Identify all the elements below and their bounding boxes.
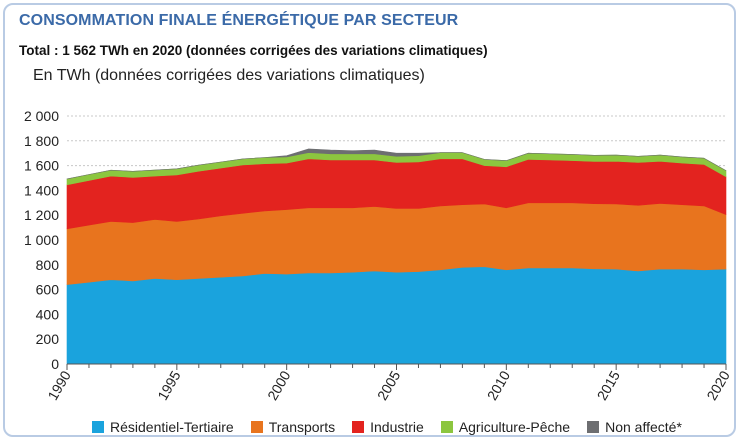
y-tick-label: 400: [36, 306, 60, 322]
y-tick-label: 1 800: [24, 133, 59, 149]
legend-item: Industrie: [352, 419, 424, 435]
y-tick-label: 2 000: [24, 108, 59, 124]
x-tick-label: 2010: [484, 368, 514, 403]
y-tick-label: 1 200: [24, 207, 59, 223]
legend-label: Industrie: [370, 419, 424, 435]
y-tick-label: 800: [36, 257, 60, 273]
legend-swatch: [587, 421, 600, 433]
legend-label: Agriculture-Pêche: [458, 419, 571, 435]
area-non-affect: [66, 148, 727, 180]
area-series: [66, 148, 727, 365]
legend-item: Transports: [250, 419, 336, 435]
x-tick-label: 2015: [594, 368, 624, 403]
y-tick-label: 0: [51, 356, 59, 372]
y-tick-label: 600: [36, 282, 60, 298]
chart-legend: Résidentiel-Tertiaire Transports Industrie…: [92, 418, 699, 436]
legend-item: Non affecté*: [587, 419, 682, 435]
x-tick-label: 1990: [44, 368, 74, 403]
x-tick-label: 2005: [374, 368, 404, 403]
y-tick-label: 1 600: [24, 158, 59, 174]
legend-swatch: [352, 421, 365, 433]
legend-label: Non affecté*: [605, 419, 682, 435]
chart-title: CONSOMMATION FINALE ÉNERGÉTIQUE PAR SECT…: [19, 12, 459, 29]
x-tick-label: 2020: [703, 368, 733, 403]
legend-item: Résidentiel-Tertiaire: [92, 419, 234, 435]
y-tick-label: 1 400: [24, 182, 59, 198]
legend-item: Agriculture-Pêche: [440, 419, 571, 435]
chart-subtitle: Total : 1 562 TWh en 2020 (données corri…: [19, 43, 488, 58]
area-r-sidentiel-tertiaire: [66, 266, 727, 365]
legend-swatch: [440, 421, 453, 433]
legend-swatch: [250, 421, 263, 433]
x-tick-label: 2000: [264, 368, 294, 403]
x-tick-label: 1995: [154, 368, 184, 403]
legend-label: Résidentiel-Tertiaire: [110, 419, 234, 435]
y-tick-label: 200: [36, 331, 60, 347]
y-tick-label: 1 000: [24, 232, 59, 248]
legend-label: Transports: [268, 419, 336, 435]
y-axis-unit-label: En TWh (données corrigées des variations…: [33, 67, 425, 84]
legend-swatch: [92, 421, 104, 433]
